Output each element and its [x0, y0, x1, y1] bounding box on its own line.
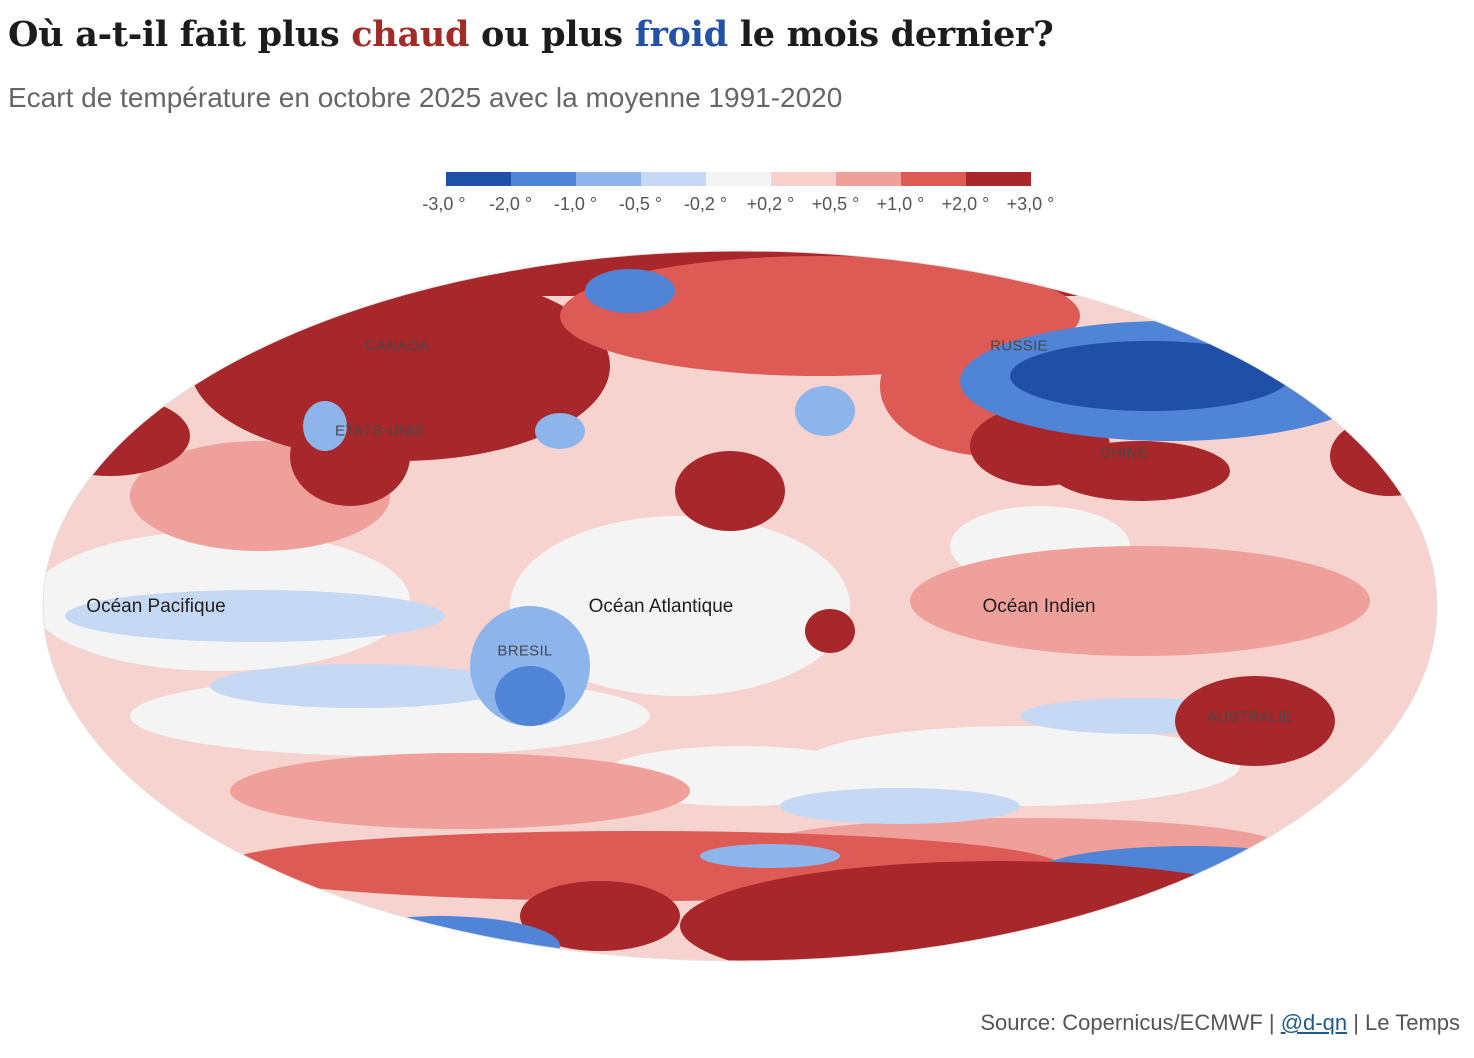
- title-cold-word: froid: [634, 14, 728, 55]
- label-ocean-pacifique: Océan Pacifique: [86, 596, 226, 617]
- legend-swatch: [576, 172, 641, 186]
- label-canada: CANADA: [364, 337, 430, 355]
- legend-label: +2,0 °: [941, 194, 990, 214]
- map-svg: [42, 250, 1438, 962]
- legend-label: -0,5 °: [618, 194, 663, 214]
- legend-swatch: [511, 172, 576, 186]
- legend-labels: -3,0 ° -2,0 ° -1,0 ° -0,5 ° -0,2 ° +0,2 …: [410, 194, 1063, 215]
- legend-label: -1,0 °: [553, 194, 598, 214]
- label-etats-unis: ETATS-UNIS: [335, 422, 425, 440]
- color-legend: -3,0 ° -2,0 ° -1,0 ° -0,5 ° -0,2 ° +0,2 …: [410, 172, 1070, 222]
- author-link[interactable]: @d-qn: [1280, 1010, 1348, 1035]
- globe-outline: [42, 250, 1438, 962]
- legend-label: +1,0 °: [876, 194, 925, 214]
- legend-swatch: [966, 172, 1031, 186]
- title-hot-word: chaud: [351, 14, 470, 55]
- legend-swatch: [771, 172, 836, 186]
- label-bresil: BRESIL: [497, 642, 553, 660]
- label-australie: AUSTRALIE: [1206, 708, 1294, 726]
- source-text: Source: Copernicus/ECMWF |: [980, 1010, 1281, 1035]
- chart-title: Où a-t-il fait plus chaud ou plus froid …: [8, 14, 1054, 55]
- label-russie: RUSSIE: [990, 337, 1048, 355]
- legend-swatch: [901, 172, 966, 186]
- legend-swatch: [641, 172, 706, 186]
- chart-subtitle: Ecart de température en octobre 2025 ave…: [8, 82, 843, 113]
- legend-label: +0,2 °: [746, 194, 795, 214]
- legend-swatch: [706, 172, 771, 186]
- source-credit: Source: Copernicus/ECMWF | @d-qn | Le Te…: [980, 1010, 1460, 1036]
- legend-label: +3,0 °: [1006, 194, 1055, 214]
- world-temperature-map: CANADA ETATS-UNIS RUSSIE CHINE BRESIL AU…: [40, 246, 1440, 966]
- legend-swatch: [836, 172, 901, 186]
- legend-label: +0,5 °: [811, 194, 860, 214]
- title-part-1: Où a-t-il fait plus: [8, 14, 352, 55]
- legend-label: -0,2 °: [683, 194, 728, 214]
- publisher-text: | Le Temps: [1347, 1010, 1460, 1035]
- legend-label: -2,0 °: [488, 194, 533, 214]
- label-ocean-atlantique: Océan Atlantique: [588, 596, 734, 617]
- label-ocean-indien: Océan Indien: [982, 596, 1096, 617]
- legend-label: -3,0 °: [422, 194, 466, 214]
- title-part-2: ou plus: [469, 14, 635, 55]
- label-chine: CHINE: [1099, 444, 1149, 462]
- title-part-3: le mois dernier?: [727, 14, 1054, 55]
- legend-color-bar: [446, 172, 1031, 186]
- legend-swatch: [446, 172, 511, 186]
